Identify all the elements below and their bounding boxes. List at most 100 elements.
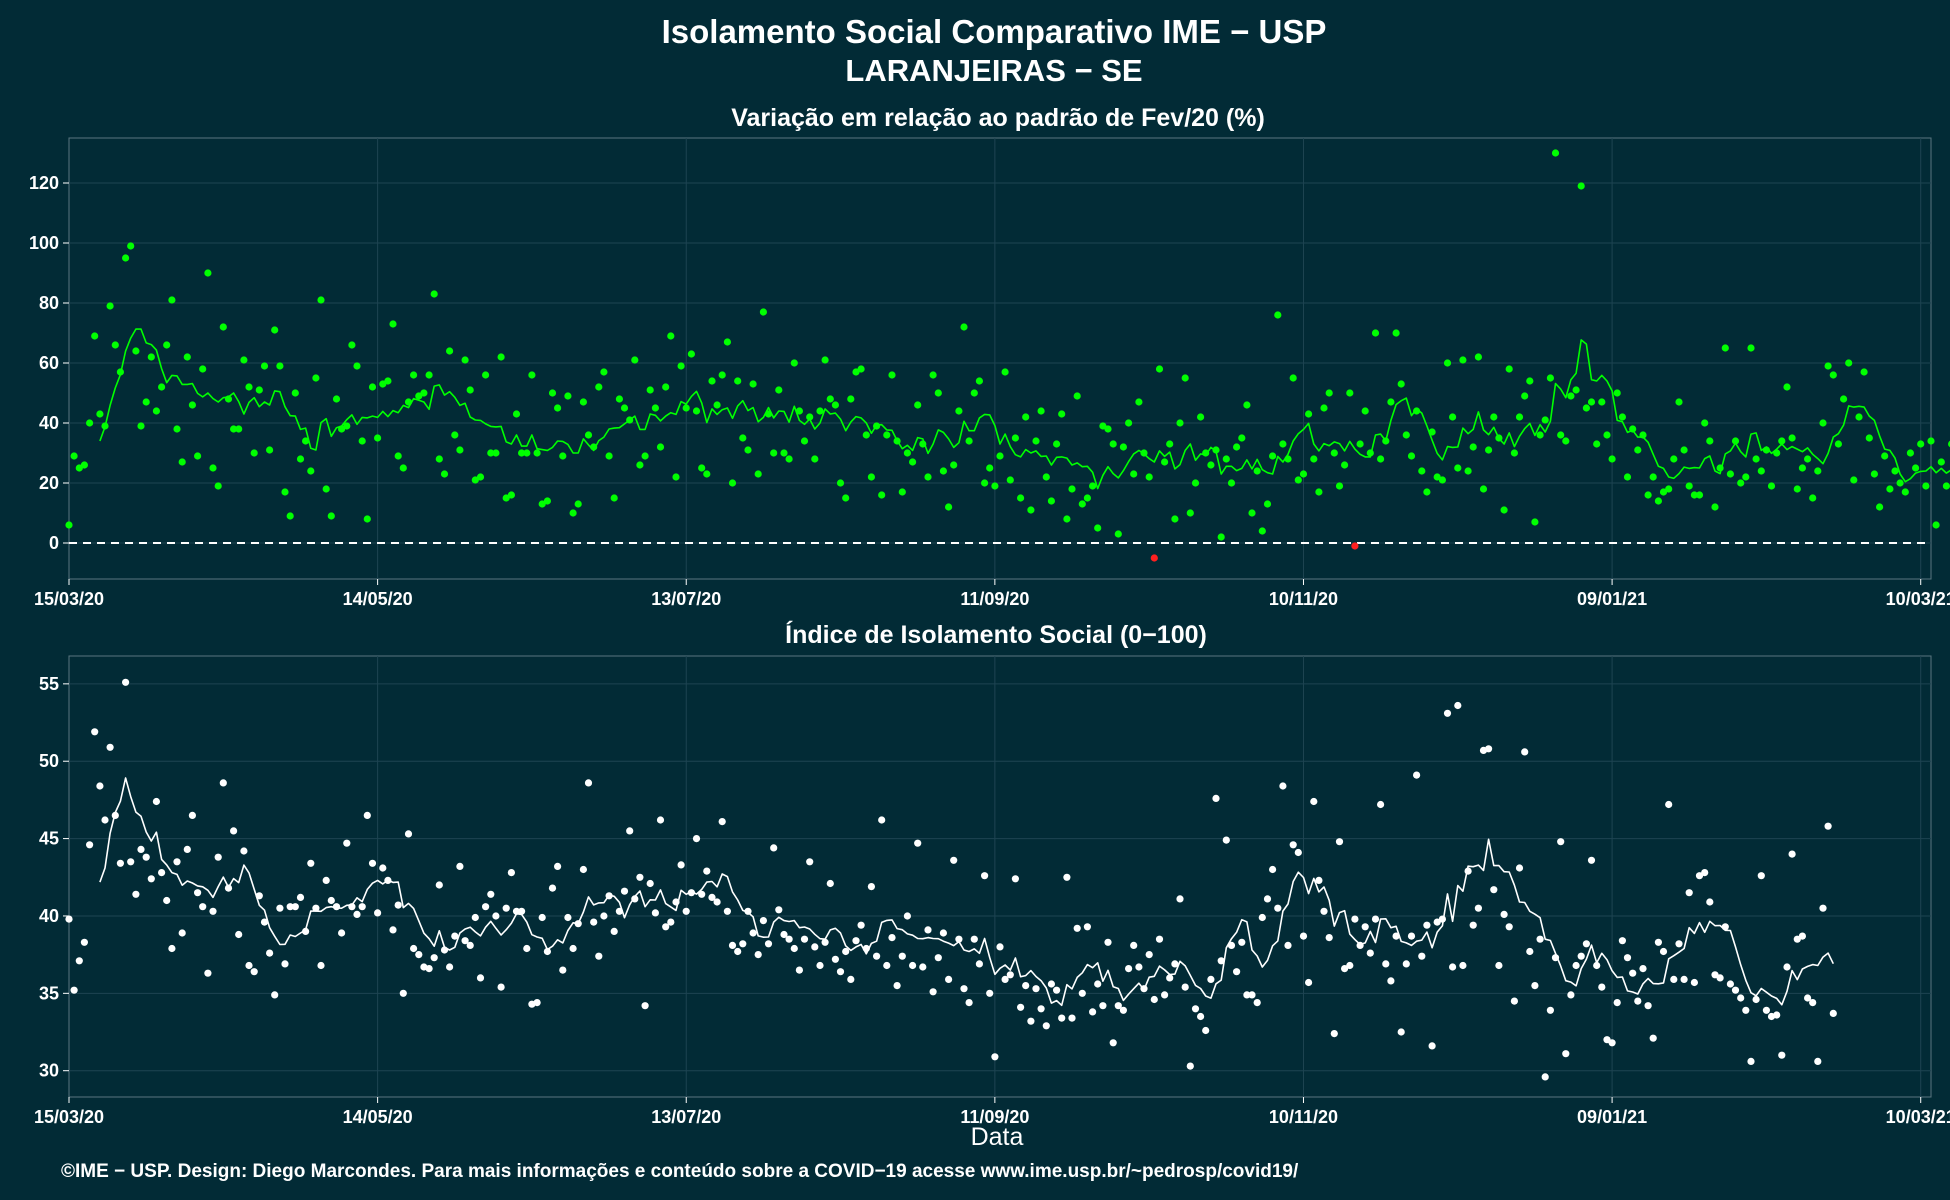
- x-tick-label: 09/01/21: [1577, 1107, 1647, 1127]
- x-tick-label: 11/09/20: [960, 589, 1029, 609]
- index-point: [1006, 971, 1014, 979]
- index-point: [1654, 938, 1662, 946]
- variation-point: [631, 356, 639, 364]
- variation-point: [543, 497, 552, 505]
- variation-point: [903, 449, 912, 457]
- variation-point: [610, 494, 618, 502]
- top-x-ticks: 15/03/20 14/05/20 13/07/20 11/09/20 10/11/20…: [34, 579, 1950, 609]
- index-point: [888, 934, 896, 942]
- index-point: [1222, 836, 1230, 844]
- index-point: [1474, 904, 1482, 912]
- variation-point: [1253, 467, 1261, 475]
- variation-point: [1392, 329, 1400, 337]
- index-point: [1629, 969, 1637, 977]
- variation-point: [1135, 398, 1143, 406]
- index-point: [641, 1002, 649, 1010]
- variation-point: [410, 371, 418, 379]
- index-point: [548, 884, 557, 892]
- y-tick-label: 20: [39, 473, 59, 493]
- index-point: [158, 869, 166, 877]
- index-point: [1701, 869, 1709, 877]
- variation-point: [734, 377, 742, 385]
- variation-point: [1546, 374, 1554, 382]
- y-tick-label: 40: [39, 906, 59, 926]
- index-point: [610, 927, 618, 936]
- index-point: [667, 918, 675, 926]
- variation-point: [358, 437, 366, 445]
- variation-point: [168, 296, 176, 304]
- variation-point: [1371, 329, 1380, 337]
- top-plot-area: [68, 137, 1932, 580]
- index-point: [806, 858, 814, 866]
- index-point: [1819, 904, 1827, 912]
- variation-point: [1680, 446, 1688, 454]
- index-point: [708, 893, 716, 902]
- index-point: [358, 903, 366, 911]
- variation-point: [1649, 473, 1657, 481]
- x-tick-label: 14/05/20: [343, 589, 413, 609]
- index-point: [1670, 975, 1678, 984]
- variation-point: [1058, 410, 1066, 418]
- index-point: [245, 961, 253, 970]
- variation-point: [1469, 443, 1477, 451]
- variation-point: [1819, 419, 1827, 427]
- variation-point: [86, 419, 94, 427]
- variation-point: [1829, 371, 1837, 379]
- variation-point: [312, 374, 320, 382]
- bottom-panel-title: Índice de Isolamento Social (0−100): [785, 620, 1207, 649]
- index-point: [1572, 961, 1580, 970]
- index-point: [1073, 924, 1081, 932]
- index-point: [1078, 989, 1086, 997]
- index-point: [240, 847, 248, 855]
- variation-point: [327, 512, 335, 520]
- variation-point: [1917, 440, 1925, 448]
- variation-point: [584, 431, 593, 439]
- index-point: [590, 918, 598, 926]
- variation-point: [343, 422, 351, 430]
- variation-point: [651, 404, 660, 412]
- index-point: [1490, 886, 1498, 894]
- variation-point: [1438, 476, 1446, 484]
- variation-point: [296, 455, 305, 463]
- index-point: [512, 907, 521, 915]
- variation-point: [744, 446, 752, 454]
- variation-point: [1644, 491, 1652, 499]
- variation-moving-average-line: [99, 328, 1950, 490]
- index-point: [1798, 932, 1806, 940]
- y-tick-label: 35: [39, 983, 59, 1003]
- variation-point: [1310, 455, 1318, 463]
- index-point: [368, 859, 377, 867]
- variation-point: [142, 398, 150, 406]
- index-point: [235, 930, 243, 939]
- variation-point: [65, 521, 73, 529]
- variation-point: [1166, 440, 1174, 448]
- index-point: [1063, 873, 1071, 881]
- index-point: [1371, 915, 1380, 923]
- variation-point: [1053, 440, 1061, 448]
- variation-point: [178, 458, 186, 466]
- index-point: [214, 853, 222, 861]
- variation-point: [1047, 497, 1055, 505]
- index-point: [137, 845, 145, 854]
- y-tick-label: 100: [29, 233, 59, 253]
- index-point: [543, 947, 552, 956]
- variation-point: [271, 326, 279, 334]
- variation-point: [1510, 449, 1518, 457]
- variation-point: [1572, 386, 1580, 394]
- index-point: [302, 927, 310, 936]
- variation-point: [934, 389, 942, 397]
- index-point: [389, 926, 397, 934]
- index-point: [523, 944, 531, 953]
- variation-point: [1402, 431, 1410, 439]
- index-point: [91, 728, 99, 736]
- index-point: [1083, 923, 1091, 931]
- variation-point: [790, 359, 798, 367]
- variation-point: [291, 389, 299, 397]
- variation-point: [1562, 437, 1570, 445]
- variation-point: [1814, 467, 1822, 475]
- variation-point: [127, 242, 135, 250]
- index-point: [1284, 941, 1292, 950]
- variation-point: [487, 449, 495, 457]
- index-point: [1011, 875, 1020, 883]
- index-point: [873, 952, 881, 960]
